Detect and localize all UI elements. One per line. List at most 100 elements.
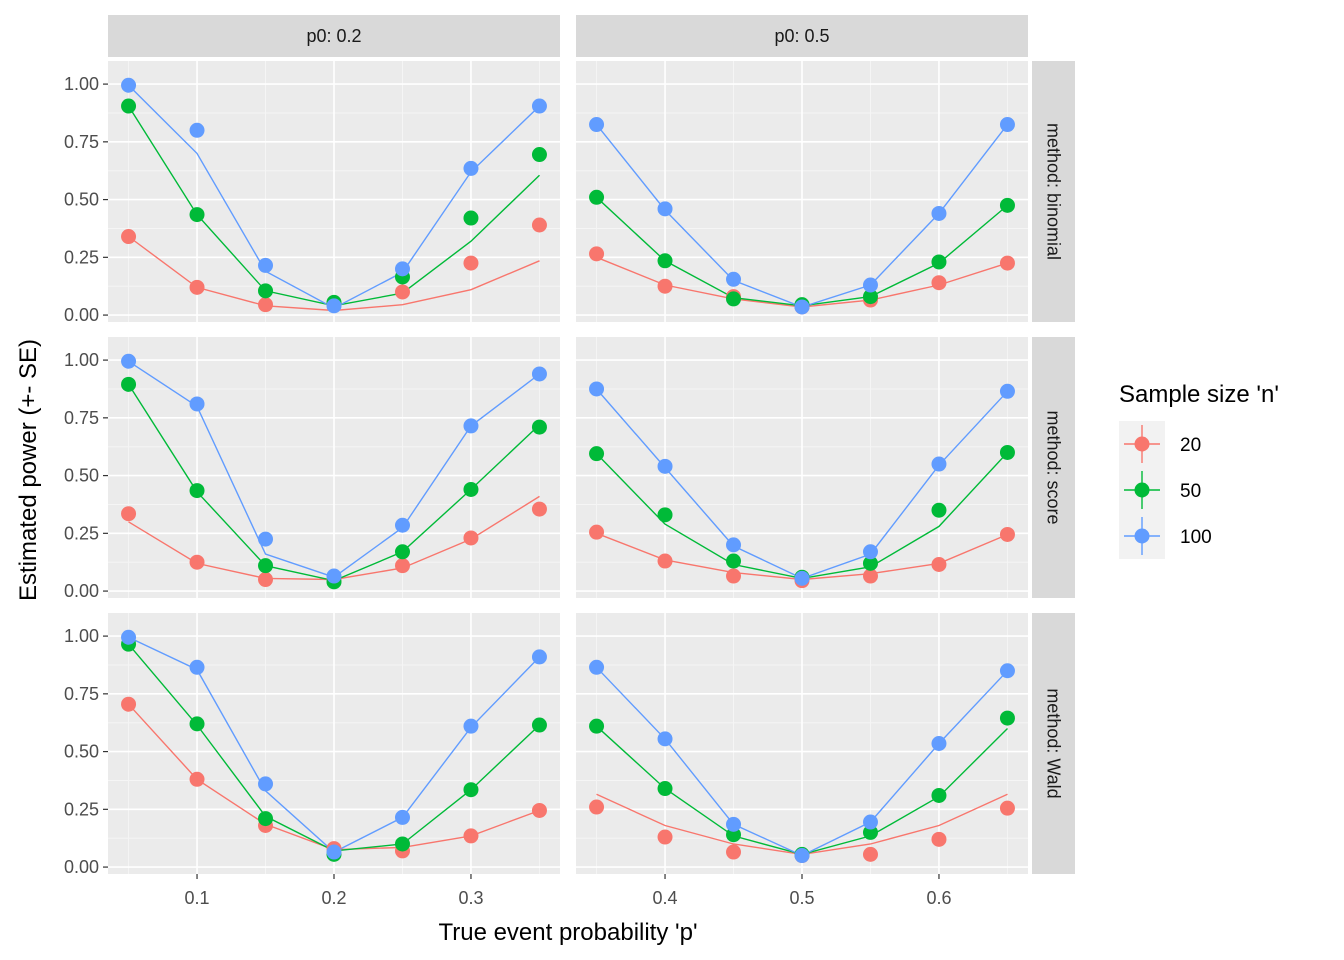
data-point-n100 [258,531,274,547]
data-point-n20 [931,831,947,847]
data-point-n100 [726,537,742,553]
data-point-n100 [531,98,547,114]
legend-title: Sample size 'n' [1119,381,1279,408]
panel-0-1 [576,61,1028,322]
data-point-n100 [121,77,137,93]
panel-1-1 [576,337,1028,598]
y-tick-label: 1.00 [64,350,99,370]
data-point-n100 [999,117,1015,133]
data-point-n20 [463,530,479,546]
data-point-n20 [189,771,205,787]
data-point-n20 [121,696,137,712]
data-point-n100 [589,381,605,397]
panel-2-1 [576,613,1028,874]
x-tick-label: 0.2 [321,888,346,908]
data-point-n100 [794,848,810,864]
data-point-n100 [657,201,673,217]
data-point-n100 [463,160,479,176]
data-point-n100 [189,122,205,138]
y-tick-label: 0.25 [64,799,99,819]
data-point-n100 [531,366,547,382]
data-point-n50 [394,836,410,852]
legend-label: 100 [1180,527,1212,548]
x-tick-label: 0.4 [653,888,678,908]
data-point-n50 [931,502,947,518]
data-point-n100 [794,299,810,315]
data-point-n100 [531,649,547,665]
data-point-n50 [999,710,1015,726]
data-point-n20 [121,229,137,245]
data-point-n20 [121,506,137,522]
data-point-n50 [463,481,479,497]
x-axis-title: True event probability 'p' [438,919,697,946]
y-tick-label: 0.50 [64,466,99,486]
data-point-n20 [394,558,410,574]
data-point-n50 [463,210,479,226]
data-point-n100 [189,396,205,412]
strip-background [108,15,560,57]
data-point-n50 [657,253,673,269]
data-point-n20 [189,279,205,295]
data-point-n20 [999,255,1015,271]
data-point-n50 [999,197,1015,213]
strip-label: p0: 0.2 [306,26,361,46]
data-point-n100 [657,458,673,474]
data-point-n20 [531,802,547,818]
legend-key-point [1134,482,1150,498]
panel-2-0 [108,613,560,874]
strip-top-1: p0: 0.5 [576,15,1028,57]
data-point-n100 [258,257,274,273]
data-point-n50 [862,555,878,571]
data-point-n20 [258,297,274,313]
data-point-n50 [531,717,547,733]
data-point-n50 [589,446,605,462]
data-point-n50 [189,716,205,732]
data-point-n100 [463,418,479,434]
data-point-n50 [258,558,274,574]
strip-right-1: method: score [1032,337,1075,598]
data-point-n50 [657,781,673,797]
legend-entry-100: 100 [1119,513,1212,559]
data-point-n100 [326,844,342,860]
panel-0-0 [108,61,560,322]
data-point-n100 [931,205,947,221]
data-point-n50 [931,254,947,270]
data-point-n50 [531,147,547,163]
y-tick-label: 1.00 [64,74,99,94]
y-tick-label: 0.50 [64,190,99,210]
data-point-n20 [258,572,274,588]
data-point-n20 [531,217,547,233]
data-point-n100 [463,718,479,734]
y-tick-label: 0.00 [64,581,99,601]
data-point-n20 [931,275,947,291]
data-point-n20 [589,524,605,540]
data-point-n100 [862,814,878,830]
data-point-n20 [657,829,673,845]
x-tick-label: 0.6 [926,888,951,908]
y-tick-label: 0.00 [64,857,99,877]
data-point-n20 [999,526,1015,542]
data-point-n20 [931,557,947,573]
data-point-n50 [589,189,605,205]
legend-label: 20 [1180,435,1201,456]
data-point-n50 [862,824,878,840]
data-point-n20 [726,844,742,860]
data-point-n100 [121,629,137,645]
data-point-n20 [657,553,673,569]
y-tick-label: 0.25 [64,523,99,543]
data-point-n20 [531,501,547,517]
y-axis-title: Estimated power (+- SE) [15,339,42,601]
data-point-n100 [189,659,205,675]
y-tick-label: 0.00 [64,305,99,325]
legend-key-point [1134,528,1150,544]
data-point-n100 [258,776,274,792]
data-point-n20 [726,568,742,584]
strip-label: method: binomial [1044,123,1064,260]
data-point-n50 [258,811,274,827]
data-point-n20 [862,846,878,862]
x-tick-label: 0.5 [789,888,814,908]
data-point-n20 [394,284,410,300]
data-point-n100 [121,353,137,369]
data-point-n50 [189,207,205,223]
